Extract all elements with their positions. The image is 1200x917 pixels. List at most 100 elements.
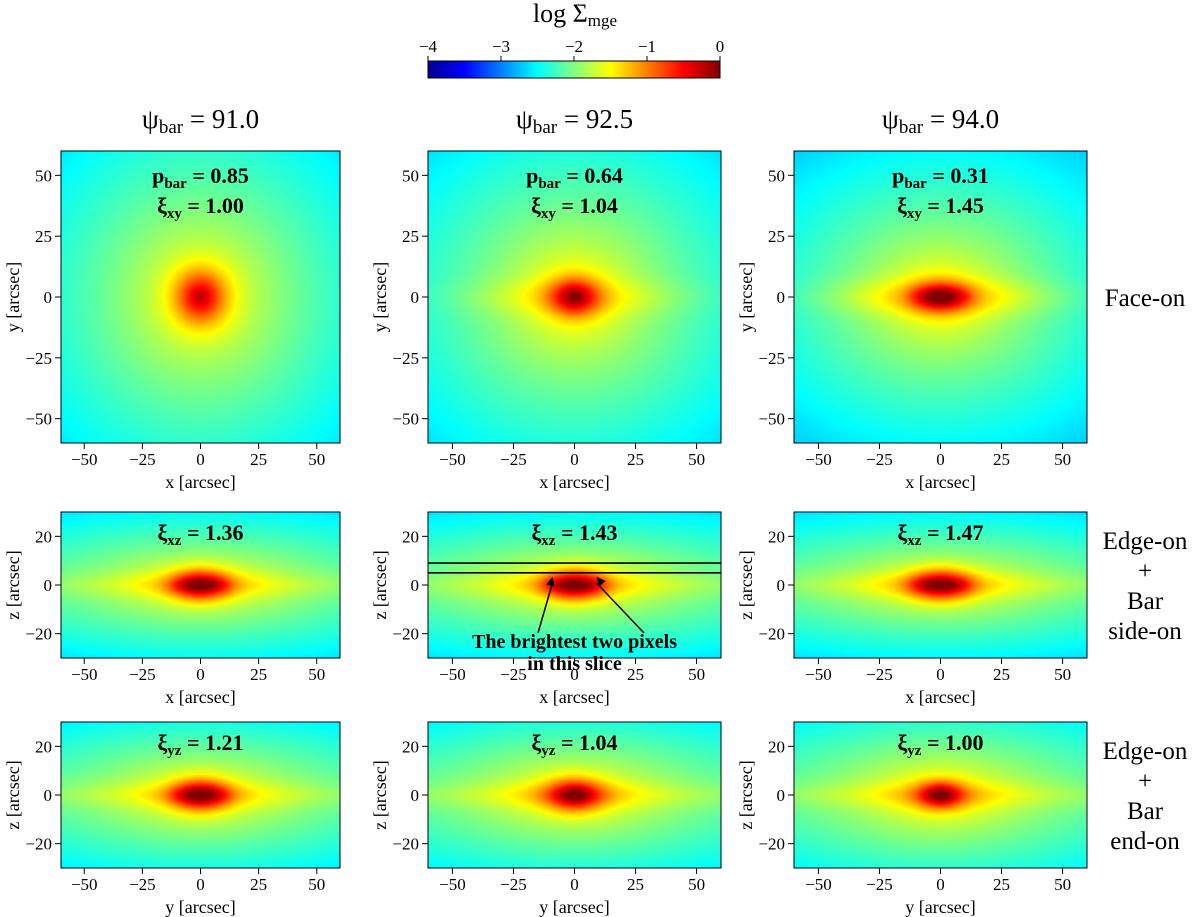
x-tick-label: 50 [688,875,705,894]
x-axis-label: x [arcsec] [539,472,609,492]
column-title: ψbar = 94.0 [882,104,999,138]
panel-r3-c3: −50 −25 0 25 50 20 0 −20 y [arcsec] z [arcsec] ξyz… [736,721,1088,917]
y-axis-label: z [arcsec] [736,760,756,829]
x-tick-label: −25 [500,875,527,894]
y-tick-label: 0 [411,786,420,805]
colorbar-tick-label: −3 [492,37,510,56]
p-bar-annotation: pbar = 0.31 [892,163,989,192]
y-tick-label: −50 [758,410,785,429]
row-label-line: end-on [1110,828,1180,855]
column-titles: ψbar = 91.0 ψbar = 92.5 ψbar = 94.0 [142,104,999,138]
y-tick-label: 20 [35,527,52,546]
panel-r2-c2: −50 −25 0 25 50 20 0 −20 x [arcsec] z [arcsec] ξxz… [370,511,722,707]
x-tick-label: 25 [250,875,267,894]
x-tick-label: 25 [627,665,644,684]
row-label-line: Face-on [1105,285,1186,312]
x-tick-label: −25 [866,450,893,469]
y-tick-label: −20 [758,625,785,644]
x-tick-label: −25 [500,450,527,469]
x-axis-label: y [arcsec] [905,897,975,917]
xi-annotation: ξxz = 1.43 [531,520,617,549]
row-label-line: + [1138,558,1152,585]
x-tick-label: 0 [196,665,205,684]
y-tick-label: −20 [25,625,52,644]
row-label-line: Bar [1127,798,1164,825]
row-label-line: side-on [1108,618,1182,645]
colorbar-ticks: −4 −3 −2 −1 0 [419,37,724,61]
x-tick-label: −50 [71,875,98,894]
callout-arrow-shaft [537,582,554,634]
xi-annotation: ξxy = 1.00 [157,193,244,222]
x-tick-label: 25 [627,875,644,894]
y-tick-label: 20 [35,737,52,756]
y-tick-label: −25 [758,349,785,368]
y-tick-label: −25 [392,349,419,368]
y-tick-label: 0 [777,786,786,805]
density-map [428,722,721,868]
x-tick-label: 25 [250,450,267,469]
x-tick-label: −50 [805,665,832,684]
x-axis-label: y [arcsec] [165,897,235,917]
callout-text-line: The brightest two pixels [472,631,677,653]
y-axis-label: y [arcsec] [3,262,23,332]
x-tick-label: 0 [570,875,579,894]
x-tick-label: −25 [129,665,156,684]
y-tick-label: 25 [768,227,785,246]
panel-r1-c2: −50 −25 0 25 50 50 25 0 −25 −50 x [arcsec] y [arcse… [370,150,722,492]
x-tick-label: −25 [129,875,156,894]
p-bar-annotation: pbar = 0.85 [152,163,249,192]
y-tick-label: −25 [25,349,52,368]
x-tick-label: 50 [1054,665,1071,684]
x-tick-label: −50 [805,450,832,469]
density-map [61,512,340,658]
density-map [794,722,1087,868]
x-tick-label: 25 [993,665,1010,684]
x-tick-label: 25 [993,875,1010,894]
y-tick-label: −50 [25,410,52,429]
x-tick-label: −50 [71,665,98,684]
y-axis-label: y [arcsec] [370,262,390,332]
p-bar-annotation: pbar = 0.64 [526,163,623,192]
y-tick-label: 50 [402,166,419,185]
xi-annotation: ξxz = 1.36 [157,520,243,549]
callout-arrow-head [546,576,555,587]
x-tick-label: 50 [1054,450,1071,469]
x-tick-label: −25 [500,665,527,684]
x-tick-label: −50 [71,450,98,469]
y-tick-label: 25 [35,227,52,246]
y-axis-label: z [arcsec] [370,550,390,619]
x-axis-label: y [arcsec] [539,897,609,917]
y-axis-label: z [arcsec] [3,760,23,829]
y-tick-label: 20 [402,527,419,546]
panel-r3-c2: −50 −25 0 25 50 20 0 −20 y [arcsec] z [arcsec] ξyz… [370,721,722,917]
xi-annotation: ξyz = 1.00 [897,730,983,759]
x-axis-label: x [arcsec] [539,687,609,707]
x-tick-label: 25 [250,665,267,684]
y-tick-label: 50 [768,166,785,185]
row-label-line: Edge-on [1103,528,1188,555]
y-tick-label: 0 [777,288,786,307]
y-tick-label: 0 [44,786,53,805]
colorbar-tick-label: −4 [419,37,438,56]
callout-arrow-shaft [595,582,645,634]
density-map [794,151,1087,443]
x-axis-label: x [arcsec] [165,687,235,707]
panel-grid: −50 −25 0 25 50 50 25 0 −25 −50 x [arcsec] y [arcse… [3,150,1088,917]
row-label-line: + [1138,768,1152,795]
y-tick-label: 20 [768,737,785,756]
colorbar-gradient [427,60,721,79]
density-map [428,151,721,443]
panel-r3-c1: −50 −25 0 25 50 20 0 −20 y [arcsec] z [arcsec] ξyz… [3,721,341,917]
x-tick-label: 25 [993,450,1010,469]
y-tick-label: 0 [411,576,420,595]
x-tick-label: 25 [627,450,644,469]
y-tick-label: 25 [402,227,419,246]
colorbar-tick-label: −1 [638,37,656,56]
x-tick-label: −50 [439,665,466,684]
x-tick-label: −25 [129,450,156,469]
row-labels: Face-on Edge-on + Bar side-on Edge-on + Bar end-… [1103,285,1188,855]
x-tick-label: 0 [196,875,205,894]
xi-annotation: ξyz = 1.21 [157,730,243,759]
